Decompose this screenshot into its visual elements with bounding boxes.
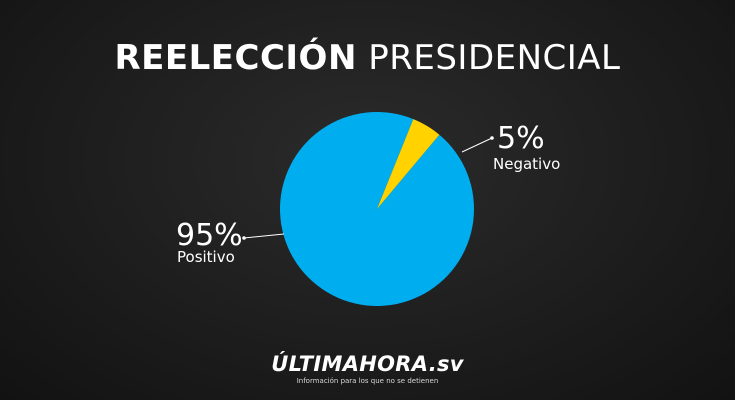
chart-title: REELECCIÓN PRESIDENCIAL <box>0 38 735 78</box>
brand-logo: ÚLTIMAHORA.sv <box>271 352 464 376</box>
leader-line-positivo <box>243 233 285 239</box>
leader-dot-negativo <box>490 136 494 140</box>
chart-title-light: PRESIDENCIAL <box>368 38 621 78</box>
pie-slice-positivo <box>279 111 474 306</box>
pie-slice-negativo <box>377 119 440 209</box>
chart-title-bold: REELECCIÓN <box>114 38 357 78</box>
brand-tagline: Información para los que no se detienen <box>296 377 439 385</box>
data-label-negativo-value: 5% <box>497 121 545 156</box>
leader-dot-positivo <box>242 236 246 240</box>
leader-line-negativo <box>461 137 493 153</box>
data-label-negativo-name: Negativo <box>493 155 561 173</box>
data-label-positivo-value: 95% <box>176 218 243 253</box>
data-label-positivo-name: Positivo <box>177 248 235 266</box>
